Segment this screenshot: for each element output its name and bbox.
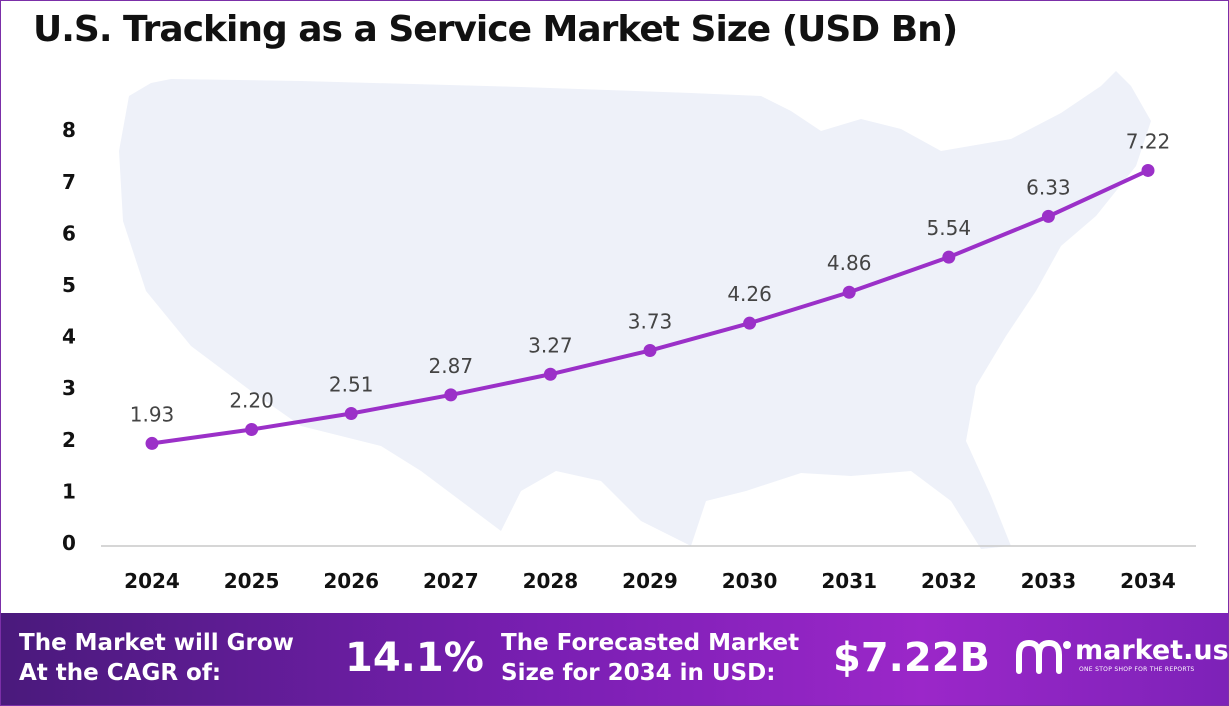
data-label: 2.51 (329, 372, 374, 396)
cagr-value: 14.1% (345, 635, 484, 681)
x-tick-label: 2029 (622, 569, 678, 593)
y-tick-label: 7 (62, 170, 76, 194)
y-tick-label: 8 (62, 118, 76, 142)
data-labels: 1.93 2.20 2.51 2.87 3.27 3.73 4.26 4.86 5.54 6.33… (130, 129, 1171, 426)
data-label: 3.73 (628, 310, 673, 334)
data-label: 1.93 (130, 402, 175, 426)
data-label: 5.54 (927, 216, 972, 240)
x-tick-label: 2027 (423, 569, 479, 593)
x-tick-label: 2024 (124, 569, 180, 593)
logo-name: market.us (1075, 635, 1229, 666)
data-point (643, 344, 657, 358)
forecast-label-line1: The Forecasted Market (501, 630, 800, 656)
x-tick-label: 2032 (921, 569, 977, 593)
data-label: 4.86 (827, 251, 872, 275)
data-point (1141, 163, 1155, 177)
data-label: 4.26 (727, 282, 772, 306)
x-tick-label: 2026 (323, 569, 379, 593)
y-tick-label: 5 (62, 273, 76, 297)
data-label: 2.87 (429, 354, 474, 378)
x-tick-label: 2030 (722, 569, 778, 593)
y-tick-label: 0 (62, 531, 76, 555)
data-points (145, 163, 1155, 450)
data-point (743, 316, 757, 330)
data-point (1041, 209, 1055, 223)
chart-title: U.S. Tracking as a Service Market Size (… (33, 9, 958, 50)
data-point (344, 406, 358, 420)
x-axis-ticks: 2024 2025 2026 2027 2028 2029 2030 2031 2032 2033… (124, 569, 1176, 593)
x-tick-label: 2025 (224, 569, 280, 593)
y-tick-label: 6 (62, 221, 76, 245)
y-tick-label: 4 (62, 325, 76, 349)
data-point (444, 388, 458, 402)
y-tick-label: 3 (62, 376, 76, 400)
data-point (145, 436, 159, 450)
data-point (942, 250, 956, 264)
data-label: 2.20 (229, 388, 274, 412)
data-label: 6.33 (1026, 175, 1071, 199)
data-label: 7.22 (1126, 129, 1171, 153)
cagr-label-line1: The Market will Grow (19, 630, 294, 656)
y-tick-label: 2 (62, 428, 76, 452)
cagr-label-line2: At the CAGR of: (19, 660, 222, 686)
x-tick-label: 2034 (1120, 569, 1176, 593)
logo-tagline: ONE STOP SHOP FOR THE REPORTS (1079, 666, 1195, 673)
data-point (245, 422, 259, 436)
market-us-logo-icon (1016, 639, 1071, 674)
forecast-value: $7.22B (833, 635, 991, 681)
data-point (543, 367, 557, 381)
y-axis-ticks: 0 1 2 3 4 5 6 7 8 (62, 118, 76, 555)
x-tick-label: 2028 (523, 569, 579, 593)
x-tick-label: 2031 (821, 569, 877, 593)
summary-banner: The Market will Grow At the CAGR of: 14.… (1, 613, 1228, 705)
y-tick-label: 1 (62, 479, 76, 503)
us-map-silhouette (119, 71, 1151, 549)
data-label: 3.27 (528, 333, 573, 357)
x-tick-label: 2033 (1021, 569, 1077, 593)
data-point (842, 285, 856, 299)
forecast-label-line2: Size for 2034 in USD: (501, 660, 776, 686)
